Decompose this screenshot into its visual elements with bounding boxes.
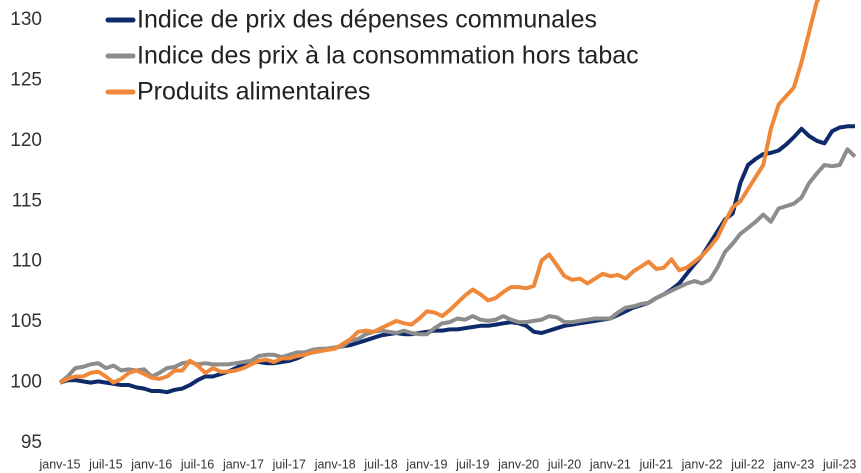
- y-tick-label: 110: [12, 251, 42, 272]
- x-tick-label: juil-19: [455, 457, 489, 471]
- x-tick-label: juil-20: [547, 457, 581, 471]
- y-tick-label: 130: [10, 9, 42, 30]
- x-tick-label: janv-19: [405, 457, 447, 471]
- x-tick-label: juil-15: [88, 457, 122, 471]
- x-tick-label: juil-22: [730, 457, 764, 471]
- y-tick-label: 125: [10, 69, 42, 90]
- series-line: [58, 147, 857, 385]
- y-tick-label: 95: [21, 432, 42, 453]
- x-tick-label: janv-21: [589, 457, 631, 471]
- series-line: [59, 0, 821, 385]
- x-tick-label: juil-16: [180, 457, 214, 471]
- y-tick-label: 100: [10, 372, 42, 393]
- x-tick-label: juil-23: [822, 457, 856, 471]
- x-tick-label: juil-21: [639, 457, 673, 471]
- y-tick-label: 115: [12, 190, 42, 211]
- x-tick-label: janv-18: [314, 457, 356, 471]
- x-tick-label: janv-17: [222, 457, 264, 471]
- legend-label: Produits alimentaires: [137, 78, 370, 106]
- x-tick-label: janv-22: [681, 457, 723, 471]
- y-tick-label: 105: [10, 311, 42, 332]
- legend-label: Indice de prix des dépenses communales: [137, 6, 597, 34]
- series-line: [59, 124, 855, 395]
- plot-area: [58, 0, 857, 395]
- legend-label: Indice des prix à la consommation hors t…: [137, 42, 639, 70]
- x-tick-label: janv-23: [772, 457, 814, 471]
- x-tick-label: janv-20: [497, 457, 539, 471]
- x-tick-label: juil-18: [363, 457, 397, 471]
- x-tick-label: juil-17: [272, 457, 306, 471]
- x-tick-label: janv-15: [39, 457, 81, 471]
- y-tick-label: 120: [10, 130, 42, 151]
- x-tick-label: janv-16: [130, 457, 172, 471]
